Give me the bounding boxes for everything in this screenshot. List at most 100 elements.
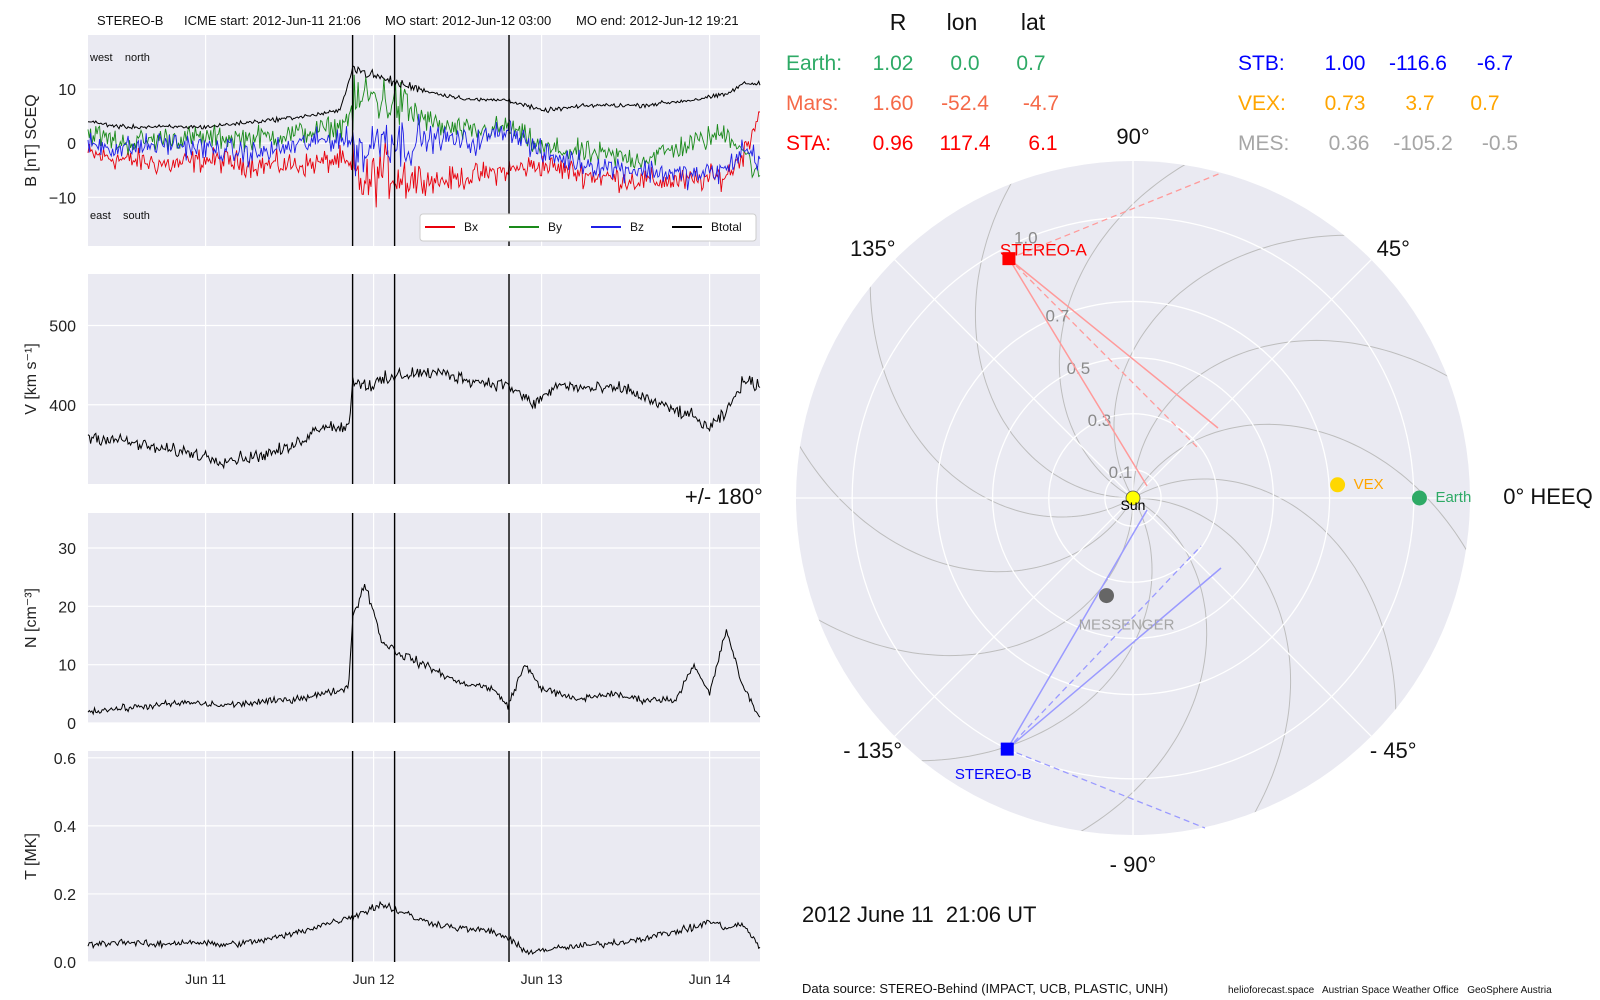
- icme-start-label: ICME start: 2012-Jun-11 21:06: [184, 13, 361, 28]
- plot-date: 2012 June 11 21:06 UT: [802, 902, 1036, 927]
- sun-label: Sun: [1121, 497, 1146, 513]
- angle-label: 90°: [1116, 124, 1149, 149]
- sta-dashed-line: [1008, 258, 1199, 449]
- angle-grid-line: [1132, 497, 1372, 737]
- spiral-line: [1041, 497, 1208, 835]
- earth-label: Earth:: [786, 52, 842, 75]
- earth-label: Earth: [1435, 489, 1471, 506]
- polar-plot: 0.1 0.3 0.5 0.7 1.0 90° 45° 0° HEEQ - 45° - 90° - …: [685, 124, 1593, 877]
- legend-btotal-label: Btotal: [711, 220, 742, 234]
- radial-tick-label: 1.0: [1014, 229, 1038, 248]
- mo-start-label: MO start: 2012-Jun-12 03:00: [385, 13, 551, 28]
- earth-lat: 0.7: [1016, 52, 1045, 75]
- angle-label: 45°: [1377, 236, 1410, 261]
- legend-by-label: By: [548, 220, 562, 234]
- mes-lat: -0.5: [1482, 132, 1518, 155]
- panel-background: [88, 274, 760, 484]
- spiral-line: [796, 406, 1134, 573]
- spiral-line: [877, 497, 1153, 762]
- angle-grid-line: [894, 497, 1134, 737]
- vex-marker: [1330, 477, 1346, 493]
- earth-lon: 0.0: [950, 52, 979, 75]
- angle-label: +/- 180°: [685, 484, 763, 509]
- messenger-label: MESSENGER: [1079, 617, 1175, 634]
- b-field-panel: 10 0 −10 B [nT] SCEQ: [23, 35, 761, 246]
- speed-panel: 500 400 V [km s⁻¹]: [23, 274, 761, 484]
- earth-marker: [1411, 490, 1427, 506]
- panel-background: [88, 35, 760, 246]
- y-axis-label: V [km s⁻¹]: [23, 343, 40, 415]
- y-tick-label: 0.0: [54, 955, 76, 972]
- stereo-b-label: STEREO-B: [955, 766, 1032, 783]
- mars-lon: -52.4: [941, 92, 989, 115]
- y-tick-label: 0.6: [54, 751, 76, 768]
- temperature-panel: 0.6 0.4 0.2 0.0 T [MK] Jun 11 Jun 12 Jun 13 Jun …: [23, 751, 761, 987]
- y-tick-label: −10: [49, 190, 76, 207]
- col-header-r: R: [890, 9, 907, 35]
- panel-background: [88, 513, 760, 723]
- row-earth: Earth: 1.02 0.0 0.7: [786, 52, 1046, 75]
- earth-r: 1.02: [873, 52, 914, 75]
- y-tick-label: 0.4: [54, 819, 76, 836]
- y-tick-label: 20: [58, 599, 76, 616]
- x-tick-label: Jun 11: [185, 971, 226, 987]
- spiral-line: [1058, 161, 1225, 499]
- series-bz: [87, 113, 761, 191]
- row-vex: VEX: 0.73 3.7 0.7: [1238, 92, 1500, 115]
- y-tick-label: 0.2: [54, 887, 76, 904]
- stb-connection-line: [1006, 567, 1222, 750]
- y-axis-label: N [cm⁻³]: [23, 588, 40, 648]
- sta-label: STA:: [786, 132, 831, 155]
- series-bx: [87, 111, 761, 208]
- spacecraft-title: STEREO-B: [97, 13, 163, 28]
- mars-lat: -4.7: [1023, 92, 1059, 115]
- stb-lon: -116.6: [1389, 52, 1447, 75]
- y-tick-label: 500: [49, 319, 76, 336]
- density-panel: 30 20 10 0 N [cm⁻³]: [23, 513, 761, 733]
- mes-lon: -105.2: [1393, 132, 1453, 155]
- col-header-lon: lon: [947, 9, 978, 35]
- x-tick-label: Jun 14: [689, 971, 731, 987]
- west-north-annotation: west north: [89, 52, 150, 64]
- sta-r: 0.96: [873, 132, 914, 155]
- row-stb: STB: 1.00 -116.6 -6.7: [1238, 52, 1513, 75]
- vex-label: VEX: [1354, 476, 1384, 493]
- y-axis-label: T [MK]: [23, 833, 40, 880]
- y-tick-label: 400: [49, 398, 76, 415]
- sta-connection-line: [1008, 258, 1148, 487]
- spiral-line: [869, 242, 1134, 518]
- b-legend: Bx By Bz Btotal: [419, 213, 757, 242]
- spiral-line: [974, 161, 1134, 499]
- angle-label: 0° HEEQ: [1503, 484, 1593, 509]
- col-header-lat: lat: [1021, 9, 1046, 35]
- row-sta: STA: 0.96 117.4 6.1: [786, 132, 1058, 155]
- position-table: R lon lat Earth: 1.02 0.0 0.7 Mars: 1.60…: [786, 9, 1518, 155]
- angle-grid-line: [894, 259, 1134, 499]
- row-mes: MES: 0.36 -105.2 -0.5: [1238, 132, 1518, 155]
- row-mars: Mars: 1.60 -52.4 -4.7: [786, 92, 1059, 115]
- radial-tick-label: 0.1: [1109, 463, 1133, 482]
- y-tick-label: 0: [67, 716, 76, 733]
- mes-label: MES:: [1238, 132, 1289, 155]
- radial-tick-label: 0.3: [1088, 411, 1112, 430]
- data-source: Data source: STEREO-Behind (IMPACT, UCB,…: [802, 981, 1168, 996]
- spiral-line: [1132, 339, 1470, 499]
- stb-r: 1.00: [1325, 52, 1366, 75]
- angle-label: - 90°: [1110, 852, 1157, 877]
- stb-dashed-line: [1006, 545, 1202, 750]
- east-south-annotation: east south: [90, 210, 150, 222]
- credits: helioforecast.space Austrian Space Weath…: [1228, 985, 1552, 996]
- sta-connection-line: [1008, 258, 1219, 429]
- spiral-line: [1113, 234, 1389, 499]
- sun-marker: [1125, 490, 1141, 506]
- series-by: [87, 74, 761, 179]
- y-axis-label: B [nT] SCEQ: [23, 94, 40, 186]
- spiral-line: [1132, 497, 1292, 835]
- angle-grid-line: [1132, 259, 1372, 499]
- vex-r: 0.73: [1325, 92, 1366, 115]
- mes-r: 0.36: [1329, 132, 1370, 155]
- y-tick-label: 10: [58, 82, 76, 99]
- spiral-line: [1132, 478, 1397, 754]
- panel-background: [88, 751, 760, 962]
